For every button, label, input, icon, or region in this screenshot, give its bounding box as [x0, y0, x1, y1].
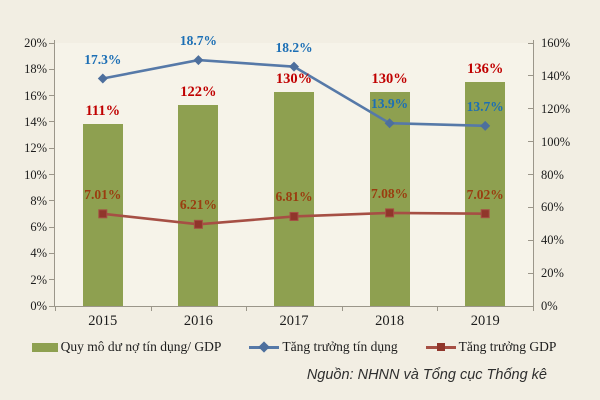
bar-value-label: 122%: [180, 84, 217, 101]
right-axis-tick-label: 60%: [541, 200, 564, 215]
left-axis-tick-label: 2%: [30, 272, 47, 287]
square-marker: [289, 211, 299, 221]
left-axis-tick-label: 0%: [30, 299, 47, 313]
right-axis-tick-label: 160%: [541, 36, 571, 50]
left-axis-tick-label: 18%: [24, 62, 47, 77]
diamond-marker: [480, 120, 491, 131]
x-axis-tick: [246, 306, 248, 311]
x-axis-tick: [533, 306, 534, 311]
line-value-label: 6.81%: [275, 189, 313, 205]
line-value-label: 18.7%: [179, 33, 217, 49]
right-axis-tick-label: 100%: [541, 134, 571, 149]
left-axis-tick-label: 20%: [24, 36, 47, 50]
legend-line-swatch: [425, 343, 456, 352]
left-axis-tick-label: 14%: [24, 114, 47, 129]
line-value-label: 13.7%: [466, 98, 504, 114]
bar: [465, 82, 506, 306]
left-axis-tick: [49, 226, 55, 228]
line-value-label: 18.2%: [275, 39, 313, 55]
right-axis-tick-label: 40%: [541, 233, 564, 248]
legend-diamond-marker: [258, 341, 271, 353]
x-axis-tick: [437, 306, 439, 311]
bar: [178, 105, 219, 306]
diamond-marker: [97, 73, 108, 84]
bar-value-label: 111%: [85, 102, 121, 119]
left-axis-tick: [49, 147, 55, 149]
left-axis-tick-label: 8%: [30, 193, 47, 208]
x-axis-category-label: 2019: [470, 313, 500, 329]
right-axis-tick: [528, 305, 534, 307]
line-value-label: 7.02%: [466, 186, 504, 202]
left-y-axis-line: [54, 40, 55, 307]
line-value-label: 7.08%: [371, 185, 409, 201]
line-value-label: 6.21%: [179, 197, 217, 213]
legend-line-swatch: [249, 341, 280, 353]
left-axis-tick: [49, 68, 55, 70]
right-axis-tick: [528, 206, 534, 208]
x-axis-category-label: 2015: [88, 313, 118, 329]
x-axis-category-label: 2017: [279, 313, 309, 329]
left-axis-tick-label: 10%: [24, 167, 47, 182]
right-axis-tick: [528, 239, 534, 241]
right-axis-tick-label: 20%: [541, 266, 564, 281]
left-axis-tick: [49, 252, 55, 254]
diamond-marker: [289, 61, 299, 72]
bar-value-label: 136%: [467, 61, 504, 78]
right-y-axis-line: [533, 40, 534, 307]
legend-bar-swatch: [31, 342, 58, 352]
left-axis-tick: [49, 95, 55, 97]
diamond-marker: [193, 55, 204, 66]
legend-square-marker: [436, 343, 445, 351]
left-axis-tick: [49, 174, 55, 175]
left-axis-tick: [49, 42, 55, 44]
x-axis-line: [54, 306, 534, 307]
square-marker: [480, 209, 490, 219]
left-axis-tick: [49, 305, 55, 307]
left-axis-tick-label: 4%: [30, 246, 47, 261]
legend-label: Tăng trưởng tín dụng: [282, 339, 398, 354]
right-axis-tick: [528, 174, 534, 175]
x-axis-category-label: 2018: [375, 313, 405, 329]
x-axis-category-label: 2016: [183, 313, 213, 329]
source-note: Nguồn: NHNN và Tổng cục Thống kê: [306, 367, 547, 383]
legend-label: Tăng trưởng GDP: [458, 339, 557, 354]
line-value-label: 13.9%: [371, 96, 409, 112]
left-axis-tick-label: 12%: [24, 141, 47, 156]
right-axis-tick-label: 120%: [541, 101, 571, 116]
square-marker: [385, 208, 395, 218]
legend: Quy mô dư nợ tín dụng/ GDP Tăng trưởng tí…: [31, 339, 556, 355]
bar-value-label: 130%: [275, 71, 313, 88]
left-axis-tick: [49, 279, 55, 281]
left-axis-tick-label: 16%: [24, 88, 47, 103]
bar: [274, 92, 314, 306]
left-axis-tick: [49, 121, 55, 123]
legend-item: Tăng trưởng GDP: [425, 339, 557, 355]
right-axis-tick: [528, 108, 534, 110]
diamond-marker: [384, 118, 395, 129]
right-axis-tick: [528, 75, 534, 77]
right-axis-tick: [528, 141, 534, 143]
x-axis-tick: [55, 306, 56, 311]
legend-label: Quy mô dư nợ tín dụng/ GDP: [60, 339, 222, 354]
legend-item: Tăng trưởng tín dụng: [249, 339, 398, 355]
bar-value-label: 130%: [371, 71, 408, 88]
right-axis-tick-label: 80%: [541, 167, 564, 182]
legend-item: Quy mô dư nợ tín dụng/ GDP: [31, 339, 222, 355]
square-marker: [193, 219, 203, 229]
right-axis-tick-label: 140%: [541, 68, 571, 83]
square-marker: [98, 209, 108, 219]
left-axis-tick-label: 6%: [30, 220, 47, 235]
right-axis-tick: [528, 42, 534, 44]
right-axis-tick: [528, 272, 534, 274]
right-axis-tick-label: 0%: [541, 299, 558, 313]
line-value-label: 17.3%: [84, 51, 122, 67]
x-axis-tick: [341, 306, 343, 311]
x-axis-tick: [150, 306, 152, 311]
line-value-label: 7.01%: [84, 186, 122, 202]
left-axis-tick: [49, 200, 55, 202]
